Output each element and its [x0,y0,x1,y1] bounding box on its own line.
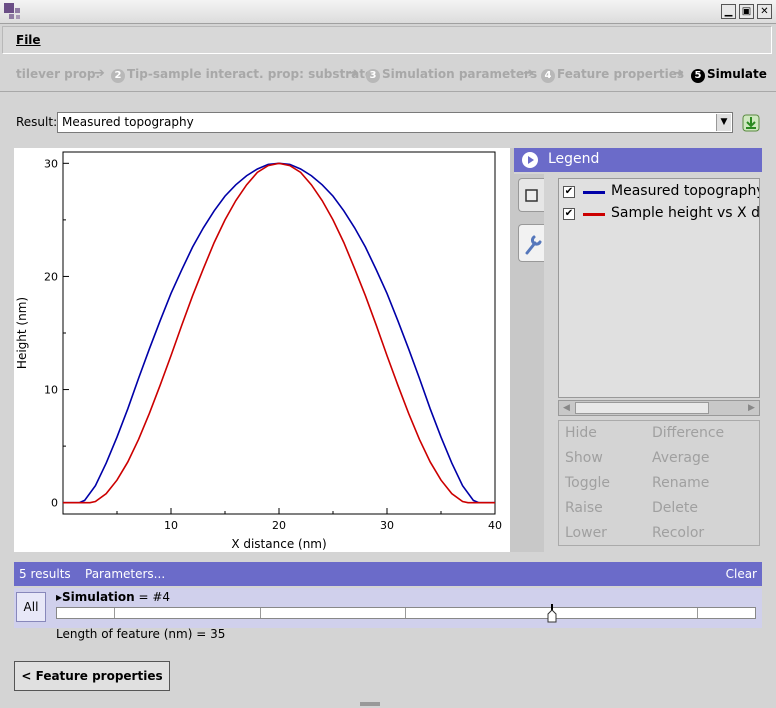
x-axis-label: X distance (nm) [231,537,326,551]
simulation-label: ▸Simulation = #4 [56,590,171,604]
x-tick-label: 20 [272,519,286,532]
minimize-icon[interactable]: ▁ [721,4,736,19]
clear-link[interactable]: Clear [725,567,757,581]
action-recolor[interactable]: Recolor [652,525,705,541]
action-delete[interactable]: Delete [652,500,698,516]
step-simulation-parameters[interactable]: 3 Simulation parameters [366,67,537,83]
length-label: Length of feature (nm) = 35 [56,627,226,641]
step-number: 5 [691,69,705,83]
close-icon[interactable]: ✕ [757,4,772,19]
series-line-2[interactable] [63,162,495,504]
legend-list: ✔ Measured topography ✔ Sample height vs… [558,178,760,398]
pane-splitter[interactable] [510,148,514,552]
arrow-icon: ➔ [673,66,684,81]
legend-panel: Legend ✔ Measured topography ✔ Sample he… [514,148,762,552]
line-chart[interactable]: 10 20 30 40 0 10 20 30 X distance (nm) Height (… [14,148,510,552]
action-raise[interactable]: Raise [565,500,603,516]
legend-item-label: Measured topography [611,183,760,199]
step-simulate[interactable]: 5 Simulate [691,67,767,83]
y-tick-label: 20 [44,270,58,283]
y-tick-label: 0 [51,497,58,510]
window-titlebar[interactable]: ▁ ▣ ✕ [0,0,776,24]
step-number: 4 [541,69,555,83]
action-lower[interactable]: Lower [565,525,607,541]
chevron-down-icon[interactable]: ▼ [716,114,731,131]
action-toggle[interactable]: Toggle [565,475,611,491]
legend-scrollbar[interactable]: ◀ ▶ [558,400,760,416]
app-icon [4,3,22,21]
scroll-right-icon[interactable]: ▶ [748,403,755,413]
results-bar: 5 results Parameters... Clear [14,562,762,586]
simulation-slider[interactable] [56,604,756,623]
arrow-icon: ➔ [348,66,359,81]
slider-tick [405,608,406,618]
checkbox[interactable]: ✔ [563,186,575,198]
wizard-steps: tilever prop. ➔ 2 Tip-sample interact. pr… [0,58,776,92]
export-icon[interactable] [742,114,760,132]
legend-actions: Hide Difference Show Average Toggle Rena… [558,420,760,546]
x-tick-label: 40 [488,519,502,532]
y-axis-label: Height (nm) [15,297,29,369]
menu-file[interactable]: File [16,33,41,47]
step-feature-properties[interactable]: 4 Feature properties [541,67,684,83]
legend-item-label: Sample height vs X dis [611,205,760,221]
legend-side-tabs [514,174,544,552]
action-rename[interactable]: Rename [652,475,710,491]
scroll-left-icon[interactable]: ◀ [563,403,570,413]
checkbox[interactable]: ✔ [563,208,575,220]
result-select[interactable]: Measured topography ▼ [57,112,733,133]
resize-grip[interactable] [360,702,380,706]
step-tip-sample[interactable]: 2 Tip-sample interact. prop: substrate [111,67,373,83]
step-number: 3 [366,69,380,83]
tab-tools[interactable] [518,224,544,262]
legend-header[interactable]: Legend [514,148,762,172]
series-swatch [583,191,605,194]
collapse-icon[interactable] [522,152,538,168]
step-cantilever[interactable]: tilever prop. [16,67,101,81]
back-feature-properties-button[interactable]: < Feature properties [14,661,170,691]
action-difference[interactable]: Difference [652,425,725,441]
arrow-icon: ➔ [523,66,534,81]
result-selected-value: Measured topography [62,115,194,129]
arrow-icon: ➔ [94,66,105,81]
menubar: File [2,26,772,54]
action-average[interactable]: Average [652,450,710,466]
plot-area[interactable]: 10 20 30 40 0 10 20 30 X distance (nm) Height (… [14,148,510,552]
y-tick-label: 10 [44,384,58,397]
legend-title: Legend [548,151,600,167]
action-hide[interactable]: Hide [565,425,597,441]
slider-tick [114,608,115,618]
x-tick-label: 10 [164,519,178,532]
square-icon [525,189,538,202]
slider-tick [260,608,261,618]
results-count: 5 results [19,567,71,581]
tab-curves[interactable] [518,178,544,212]
parameters-link[interactable]: Parameters... [85,567,166,581]
maximize-icon[interactable]: ▣ [739,4,754,19]
slider-thumb[interactable] [546,604,558,624]
series-swatch [583,213,605,216]
y-tick-label: 30 [44,157,58,170]
scrollbar-thumb[interactable] [575,402,709,414]
simulation-selector: All ▸Simulation = #4 [14,588,762,628]
wrench-icon [525,235,542,255]
action-show[interactable]: Show [565,450,603,466]
x-tick-label: 30 [380,519,394,532]
result-label: Result: [16,115,58,129]
all-button[interactable]: All [16,592,46,622]
step-number: 2 [111,69,125,83]
slider-tick [697,608,698,618]
